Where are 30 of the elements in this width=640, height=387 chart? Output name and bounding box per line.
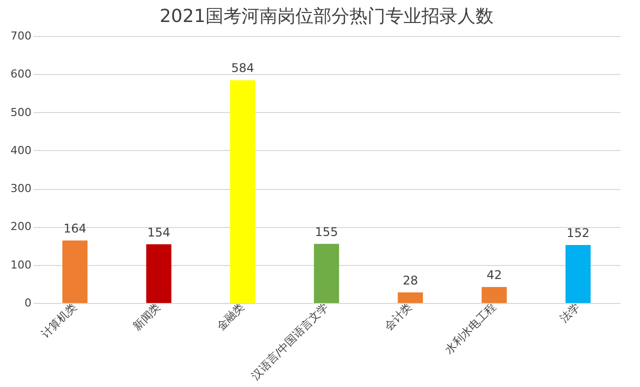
x-tick-label: 会计类	[382, 300, 415, 334]
chart-title: 2021国考河南岗位部分热门专业招录人数	[160, 6, 494, 27]
bar	[482, 286, 507, 303]
bar	[146, 244, 172, 303]
bar	[62, 240, 88, 303]
y-tick-label: 100	[10, 258, 32, 272]
x-tick-label: 汉语言/中国语言文学	[248, 300, 331, 382]
x-tick-label: 新闻类	[130, 300, 164, 334]
x-tick-label: 法学	[558, 300, 582, 326]
data-label: 42	[486, 268, 502, 282]
x-tick-label: 水利水电工程	[442, 300, 498, 356]
y-tick-label: 0	[24, 296, 32, 310]
x-tick-label: 金融类	[214, 300, 247, 334]
data-label: 28	[402, 273, 418, 288]
y-tick-label: 700	[10, 30, 32, 42]
bar	[230, 80, 256, 303]
bar	[565, 245, 591, 303]
y-tick-label: 300	[10, 182, 32, 196]
bar	[398, 292, 423, 303]
x-tick-label: 计算机类	[38, 300, 80, 341]
y-tick-label: 600	[10, 68, 32, 81]
y-tick-label: 500	[10, 106, 32, 119]
data-label: 152	[566, 226, 590, 240]
y-tick-label: 400	[10, 144, 32, 157]
y-tick-label: 200	[10, 220, 32, 234]
bar	[314, 244, 340, 303]
data-label: 154	[147, 225, 170, 240]
data-label: 164	[63, 221, 86, 236]
data-label: 584	[231, 61, 254, 76]
data-label: 155	[315, 224, 338, 239]
